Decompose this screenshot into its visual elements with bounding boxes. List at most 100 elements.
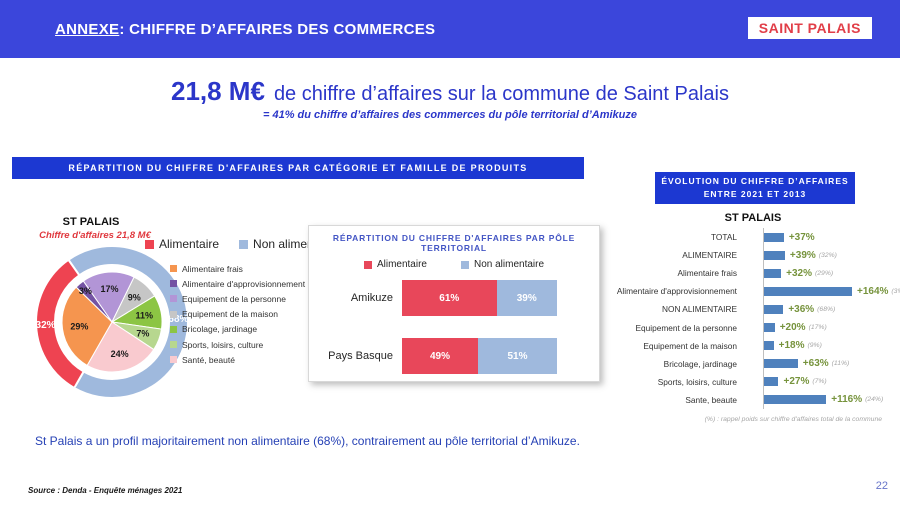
evolution-category-label: Alimentaire d'approvisionnement [616, 286, 737, 297]
hero-line: 21,8 M€ de chiffre d’affaires sur la comm… [0, 76, 900, 107]
legend-item-sant-beaut: Santé, beauté [170, 352, 305, 367]
brand-badge: SAINT PALAIS [747, 17, 872, 39]
legend-item-alimentaire: Alimentaire [145, 237, 219, 251]
legend-swatch-sant-beaut [170, 356, 177, 364]
bar-segment-non-alimentaire: 39% [496, 280, 557, 316]
bar-segment-alimentaire: 61% [402, 280, 497, 316]
donut-slice-sant-beaut [86, 321, 155, 373]
evolution-bar-zone: +32% (29%) [763, 264, 900, 283]
evolution-chart-title: ST PALAIS [724, 212, 782, 224]
donut-chart-subtitle: Chiffre d'affaires 21,8 M€ [39, 230, 151, 241]
legend-item-equipement-de-la-maison: Equipement de la maison [170, 307, 305, 322]
evolution-value-label: +164% [857, 285, 889, 297]
legend-swatch-equipement-de-la-personne [170, 295, 177, 303]
legend-item-equipement-de-la-personne: Equipement de la personne [170, 291, 305, 306]
legend-item-sports-loisirs-culture: Sports, loisirs, culture [170, 337, 305, 352]
legend-swatch-equipement-de-la-maison [170, 310, 177, 318]
evolution-weight-label: (29%) [815, 269, 834, 277]
page-title: ANNEXE : CHIFFRE D’AFFAIRES DES COMMERCE… [55, 0, 435, 58]
donut-value-label-non-alimentaire: 68% [168, 314, 188, 325]
donut-value-label-alimentaire-frais: 29% [70, 322, 88, 332]
donut-value-label-sant-beaut: 24% [111, 349, 129, 359]
evolution-footnote: (%) : rappel poids sur chiffre d'affaire… [704, 416, 882, 423]
evolution-value-label: +20% [779, 322, 806, 334]
legend-label: Equipement de la personne [182, 293, 286, 304]
pole-category-label: Pays Basque [328, 350, 393, 362]
pole-territorial-box: RÉPARTITION DU CHIFFRE D'AFFAIRES PAR PÔ… [308, 225, 600, 382]
evolution-category-label: Sante, beaute [685, 394, 737, 405]
evolution-bar-alimentaire-frais [764, 268, 782, 278]
evolution-value-label: +63% [802, 358, 829, 370]
evolution-row-equipement-de-la-maison: Equipement de la maison +18% (9%) [600, 336, 900, 355]
pole-legend: Alimentaire Non alimentaire [309, 259, 599, 270]
evolution-weight-label: (24%) [865, 396, 884, 404]
evolution-bar-zone: +18% (9%) [763, 336, 900, 355]
donut-value-label-alimentaire-d-approvisionnement: 3% [79, 286, 92, 296]
evolution-category-label: Bricolage, jardinage [663, 358, 737, 369]
pole-legend-label: Non alimentaire [473, 259, 545, 270]
evolution-bar-zone: +27% (7%) [763, 372, 900, 391]
evolution-bar-sports-loisirs-culture [764, 377, 779, 387]
bar-segment-value: 49% [429, 350, 450, 362]
evolution-category-label: Equipement de la personne [635, 322, 737, 333]
evolution-value-label: +27% [783, 376, 810, 388]
evolution-bar-non-alimentaire [764, 304, 784, 314]
donut-chart-title: ST PALAIS [62, 216, 120, 228]
evolution-bar-sante-beaute [764, 395, 827, 405]
legend-label: Santé, beauté [182, 354, 235, 365]
evolution-row-alimentaire: ALIMENTAIRE +39% (32%) [600, 246, 900, 265]
pole-row-amikuze: Amikuze 61% 39% [309, 280, 599, 316]
evolution-bar-alimentaire-d-approvisionnement [764, 286, 852, 296]
pole-bar-pays-basque: 49% 51% [402, 338, 557, 374]
evolution-value-label: +39% [789, 249, 816, 261]
evolution-bar-zone: +37% [763, 228, 900, 247]
evolution-row-total: TOTAL +37% [600, 228, 900, 247]
pole-legend-label: Alimentaire [376, 259, 427, 270]
pole-category-label: Amikuze [350, 292, 393, 304]
donut-legend-families: Alimentaire frais Alimentaire d'approvisi… [170, 261, 305, 367]
pole-row-pays-basque: Pays Basque 49% 51% [309, 338, 599, 374]
evolution-row-bricolage-jardinage: Bricolage, jardinage +63% (11%) [600, 354, 900, 373]
donut-slice-alimentaire-d-approvisionnement [75, 280, 113, 323]
evolution-weight-label: (32%) [818, 251, 837, 259]
evolution-weight-label: (3%) [891, 287, 900, 295]
legend-label: Sports, loisirs, culture [182, 339, 264, 350]
title-rest: : CHIFFRE D’AFFAIRES DES COMMERCES [119, 20, 436, 38]
legend-swatch-non-alimentaire [239, 239, 249, 249]
bar-segment-value: 51% [507, 350, 528, 362]
source-note: Source : Denda - Enquête ménages 2021 [28, 486, 183, 495]
evolution-category-label: NON ALIMENTAIRE [662, 304, 737, 315]
legend-swatch-alimentaire-frais [170, 265, 177, 273]
evolution-bar-zone: +116% (24%) [763, 390, 900, 409]
pole-box-title: RÉPARTITION DU CHIFFRE D'AFFAIRES PAR PÔ… [332, 233, 576, 253]
evolution-row-non-alimentaire: NON ALIMENTAIRE +36% (68%) [600, 300, 900, 319]
legend-label: Bricolage, jardinage [182, 324, 258, 335]
legend-swatch-alimentaire-d-approvisionnement [170, 280, 177, 288]
legend-swatch-bricolage-jardinage [170, 325, 177, 333]
evolution-category-label: TOTAL [711, 232, 737, 243]
evolution-bar-zone: +63% (11%) [763, 354, 900, 373]
page-number: 22 [875, 480, 888, 492]
evolution-bar-zone: +20% (17%) [763, 318, 900, 337]
pole-legend-swatch-non-alimentaire [460, 260, 469, 269]
donut-value-label-alimentaire: 32% [36, 320, 56, 331]
evolution-weight-label: (9%) [807, 342, 822, 350]
donut-slice-alimentaire-frais [61, 286, 113, 367]
bar-segment-alimentaire: 49% [402, 338, 478, 374]
legend-swatch-alimentaire [145, 239, 154, 249]
pole-legend-item-non-alimentaire: Non alimentaire [460, 259, 545, 270]
evolution-category-label: Equipement de la maison [643, 340, 737, 351]
evolution-row-sante-beaute: Sante, beaute +116% (24%) [600, 390, 900, 409]
legend-item-alimentaire-frais: Alimentaire frais [170, 261, 305, 276]
evolution-row-equipement-de-la-personne: Equipement de la personne +20% (17%) [600, 318, 900, 337]
title-annexe: ANNEXE [55, 20, 120, 38]
donut-value-label-equipement-de-la-maison: 9% [128, 293, 141, 303]
banner-evolution-line1: ÉVOLUTION DU CHIFFRE D’AFFAIRES [661, 175, 849, 186]
evolution-weight-label: (17%) [808, 324, 827, 332]
evolution-value-label: +36% [788, 303, 815, 315]
evolution-weight-label: (7%) [812, 378, 827, 386]
bar-segment-value: 39% [516, 292, 537, 304]
pole-stacked-bars: Amikuze 61% 39% Pays Basque 49% 51% [309, 280, 599, 374]
legend-item-bricolage-jardinage: Bricolage, jardinage [170, 322, 305, 337]
header-bar: ANNEXE : CHIFFRE D’AFFAIRES DES COMMERCE… [0, 0, 900, 58]
